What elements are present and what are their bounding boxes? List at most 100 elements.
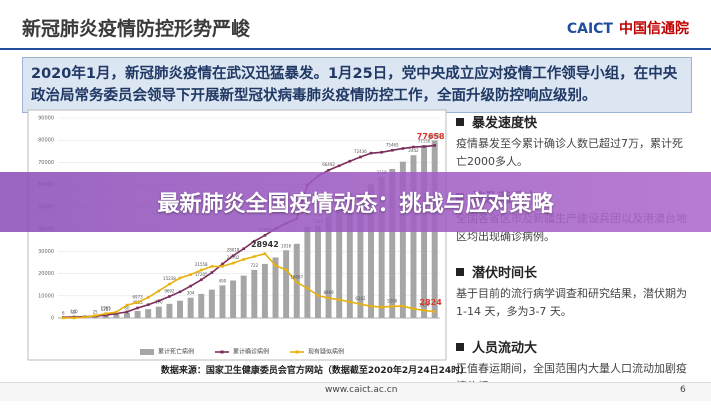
line-marker [380, 306, 383, 309]
point-label: 37 [71, 310, 77, 315]
point-label: 21558 [195, 262, 208, 267]
line-marker [423, 145, 426, 148]
line-marker [327, 297, 330, 300]
bar [283, 250, 289, 318]
bar [304, 227, 310, 318]
line-marker [412, 146, 415, 149]
point-label: 5206 [387, 298, 398, 303]
line-marker [168, 283, 171, 286]
point-body: 疫情暴发至今累计确诊人数已超过7万，累计死亡2000多人。 [456, 135, 688, 171]
slide: {"header":{"title":"新冠肺炎疫情防控形势严峻","logo"… [0, 0, 711, 400]
line-marker [158, 290, 161, 293]
line-marker [370, 305, 373, 308]
line-marker [412, 307, 415, 310]
line-marker [168, 295, 171, 298]
bar [241, 276, 247, 318]
line-marker [338, 164, 341, 167]
point-label: 66492 [322, 162, 335, 167]
line-marker [264, 252, 267, 255]
bar-label: 25 [93, 309, 99, 314]
line-marker [200, 269, 203, 272]
point-label: 16067 [290, 274, 303, 279]
line-marker [285, 269, 288, 272]
line-marker [242, 258, 245, 261]
bar [209, 290, 215, 318]
point-label: 6242 [355, 296, 366, 301]
point-label: 6973 [132, 295, 143, 300]
highlight-label: 28942 [251, 240, 279, 249]
line-marker [211, 265, 214, 268]
y-tick-label: 90000 [38, 116, 54, 122]
line-marker [242, 247, 245, 250]
bar [135, 311, 141, 318]
line-marker [73, 317, 76, 320]
y-tick-label: 80000 [38, 138, 54, 144]
bar [230, 280, 236, 318]
point-body: 基于目前的流行病学调查和研究结果，潜伏期为1-14 天，多为3-7 天。 [456, 285, 688, 321]
line-marker [115, 311, 118, 314]
page-number: 6 [680, 385, 686, 395]
line-marker [391, 149, 394, 152]
bar [166, 304, 172, 318]
point-heading: 人员流动大 [456, 337, 688, 356]
legend-swatch [140, 349, 154, 355]
line-marker [338, 298, 341, 301]
line-marker [391, 305, 394, 308]
line-marker [189, 285, 192, 288]
bar-label: 722 [250, 263, 258, 268]
line-marker [179, 290, 182, 293]
line-marker [158, 300, 161, 303]
bar [177, 301, 183, 318]
line-marker [104, 312, 107, 315]
line-marker [253, 255, 256, 258]
line-marker [211, 271, 214, 274]
line-marker [359, 303, 362, 306]
bar [124, 313, 130, 318]
line-marker [433, 144, 436, 147]
line-marker [433, 310, 436, 313]
legend-label: 累计死亡病例 [158, 348, 194, 356]
y-tick-label: 10000 [38, 293, 54, 299]
highlight-label: 2824 [420, 298, 443, 307]
bar [145, 309, 151, 318]
banner: 最新肺炎全国疫情动态：挑战与应对策略 [0, 172, 711, 232]
y-tick-label: 20000 [38, 271, 54, 277]
point-label: 8969 [323, 290, 334, 295]
point-heading: 潜伏时间长 [456, 262, 688, 281]
bar [220, 285, 226, 318]
bar [188, 298, 194, 318]
point: 暴发速度快疫情暴发至今累计确诊人数已超过7万，累计死亡2000多人。 [456, 112, 688, 171]
bar-label: 2442 [408, 148, 419, 153]
point: 潜伏时间长基于目前的流行病学调查和研究结果，潜伏期为1-14 天，多为3-7 天… [456, 262, 688, 321]
line-marker [306, 287, 309, 290]
line-marker [402, 147, 405, 150]
highlight-label: 77658 [417, 132, 445, 141]
line-marker [295, 281, 298, 284]
line-marker [126, 311, 129, 314]
line-marker [136, 301, 139, 304]
legend-label: 现有疑似病例 [308, 348, 344, 356]
bar [251, 270, 257, 318]
point-heading: 暴发速度快 [456, 112, 688, 131]
bar [315, 226, 321, 318]
line-marker [402, 305, 405, 308]
banner-text: 最新肺炎全国疫情动态：挑战与应对策略 [157, 186, 553, 218]
bar-label: 490 [219, 278, 227, 283]
line-marker [221, 265, 224, 268]
point-label: 9692 [164, 288, 175, 293]
line-marker [349, 160, 352, 163]
bar [198, 294, 204, 318]
point-label: 75465 [386, 142, 399, 147]
line-marker [179, 277, 182, 280]
point-label: 15238 [163, 276, 176, 281]
line-marker [136, 307, 139, 310]
y-tick-label: 70000 [38, 160, 54, 166]
point-label: 28018 [227, 248, 240, 253]
footer-url: www.caict.ac.cn [325, 385, 397, 395]
line-marker [317, 294, 320, 297]
line-marker [126, 304, 129, 307]
line-marker [94, 314, 97, 317]
line-marker [189, 273, 192, 276]
line-marker [380, 151, 383, 154]
y-tick-label: 30000 [38, 249, 54, 255]
